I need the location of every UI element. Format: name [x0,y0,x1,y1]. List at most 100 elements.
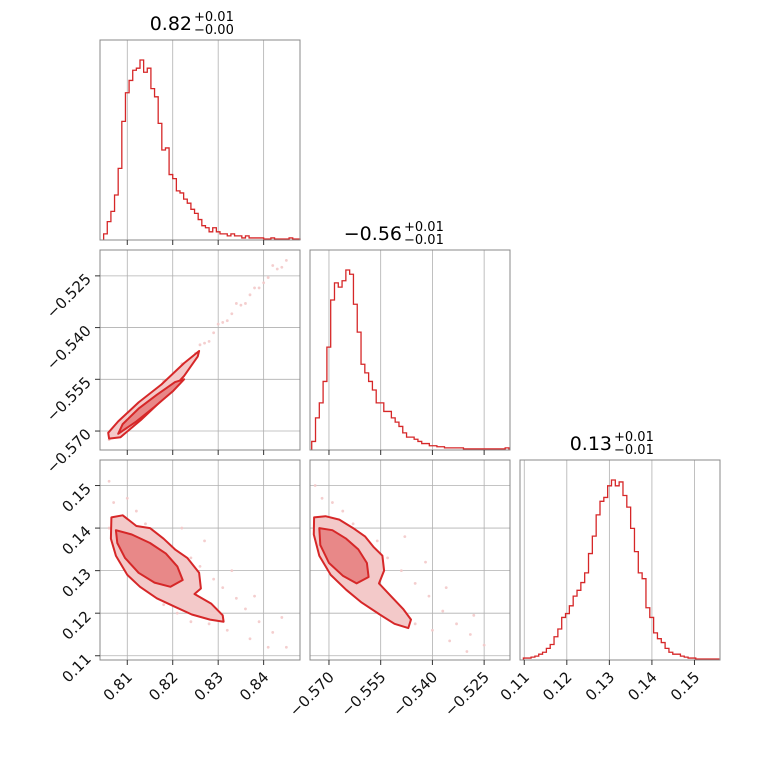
scatter-1-point-14 [244,607,247,611]
scatter-2-point-10 [413,582,417,585]
y-tick-label-1-0: −0.570 [43,425,95,477]
histogram-0-line [102,59,301,240]
scatter-1-point-12 [221,586,225,590]
x-tick-label-0-3: 0.84 [236,668,272,704]
scatter-1-point-4 [134,509,138,513]
x-tick-label-1-2: −0.540 [389,668,441,720]
scatter-1-point-21 [162,603,166,607]
scatter-1-point-1 [112,501,116,504]
scatter-2-point-26 [424,560,427,564]
scatter-1-point-25 [225,628,229,632]
scatter-1-point-8 [180,526,184,530]
scatter-0-point-38 [280,265,284,269]
scatter-2-point-5 [351,522,355,526]
scatter-1-point-10 [198,564,202,568]
y-tick-label-1-1: −0.555 [43,373,95,425]
scatter-0-point-17 [257,286,261,290]
y-tick-label-1-3: −0.525 [43,270,95,322]
scatter-2-point-25 [403,535,407,538]
scatter-1-point-24 [207,622,211,626]
x-tick-label-0-0: 0.81 [100,668,136,704]
contour-1-inner [114,529,184,588]
scatter-2-point-11 [427,594,431,598]
contour-2-inner [318,527,370,585]
scatter-0-point-20 [284,258,288,262]
hist-panel-2-frame [519,459,721,661]
scatter-0-point-31 [216,322,220,326]
param-title-1: −0.56 +0.01−0.01 [344,220,444,248]
scatter-0-point-30 [207,339,211,343]
param-title-2-value: 0.13 [570,433,612,455]
param-title-2: 0.13 +0.01−0.01 [570,430,654,458]
x-tick-label-0-1: 0.82 [145,668,181,704]
param-title-1-minus: −0.01 [404,233,444,248]
panel-0-1-frame [99,249,301,451]
scatter-1-point-22 [175,611,179,615]
scatter-2-point-22 [431,628,434,632]
scatter-2-point-9 [399,569,403,573]
y-tick-label-2-1: 0.12 [58,607,94,643]
hist-panel-1-frame [309,249,511,451]
x-tick-label-1-3: −0.525 [441,668,493,720]
scatter-1-point-27 [266,645,270,649]
scatter-1-point-3 [125,496,129,500]
scatter-1-point-26 [248,637,252,641]
y-tick-label-2-2: 0.13 [58,565,94,601]
hist-panel-2-bg [520,460,720,660]
scatter-1-point-17 [284,645,288,649]
scatter-2-point-1 [320,496,324,500]
scatter-2-point-24 [465,650,469,653]
hist-panel-1-bg [310,250,510,450]
scatter-1-point-13 [234,596,238,600]
scatter-0-point-12 [212,331,216,335]
panel-1-2-frame [309,459,511,661]
x-tick-label-2-4: 0.15 [667,668,703,704]
scatter-1-point-5 [144,522,147,526]
scatter-2-point-3 [331,501,334,504]
scatter-1-point-2 [107,526,111,530]
scatter-1-point-30 [253,594,256,598]
scatter-0-point-11 [203,341,206,345]
scatter-1-point-0 [107,479,111,483]
x-tick-label-2-3: 0.14 [624,668,660,704]
scatter-0-point-18 [266,276,270,279]
scatter-0-point-33 [234,302,238,305]
param-title-2-minus: −0.01 [614,443,654,458]
y-tick-label-2-4: 0.15 [58,480,94,516]
scatter-0-point-19 [275,267,279,271]
scatter-1-point-9 [189,556,193,560]
x-tick-label-2-0: 0.11 [497,668,533,704]
scatter-0-point-36 [262,281,266,285]
param-title-2-plus: +0.01 [614,430,654,445]
contour-0-inner [117,378,186,435]
y-tick-label-2-0: 0.11 [58,650,94,686]
x-tick-label-0-2: 0.83 [191,668,227,704]
scatter-0-point-37 [271,264,275,267]
histogram-2-line [522,479,720,660]
scatter-2-point-14 [468,633,472,636]
scatter-0-point-34 [244,302,247,305]
y-tick-label-1-2: −0.540 [43,322,95,374]
scatter-2-point-0 [313,484,317,487]
scatter-1-point-29 [230,569,234,573]
hist-panel-0-frame [99,39,301,241]
scatter-1-point-16 [271,630,275,634]
scatter-2-point-21 [413,622,417,626]
panel-0-2-frame [99,459,301,661]
scatter-0-point-29 [198,343,202,347]
scatter-2-point-15 [482,643,486,647]
scatter-0-point-13 [221,321,225,324]
hist-panel-0-bg [100,40,300,240]
x-tick-label-1-1: −0.555 [338,668,390,720]
param-title-0-minus: −0.00 [194,23,234,38]
scatter-2-point-27 [444,586,448,590]
param-title-0-plus: +0.01 [194,10,234,25]
param-title-1-plus: +0.01 [404,220,444,235]
scatter-0-point-16 [248,293,252,297]
scatter-0-point-14 [230,312,234,316]
scatter-1-point-23 [189,620,193,624]
param-title-0-value: 0.82 [150,13,192,35]
y-tick-label-2-3: 0.14 [58,522,94,558]
scatter-1-point-11 [212,577,216,581]
